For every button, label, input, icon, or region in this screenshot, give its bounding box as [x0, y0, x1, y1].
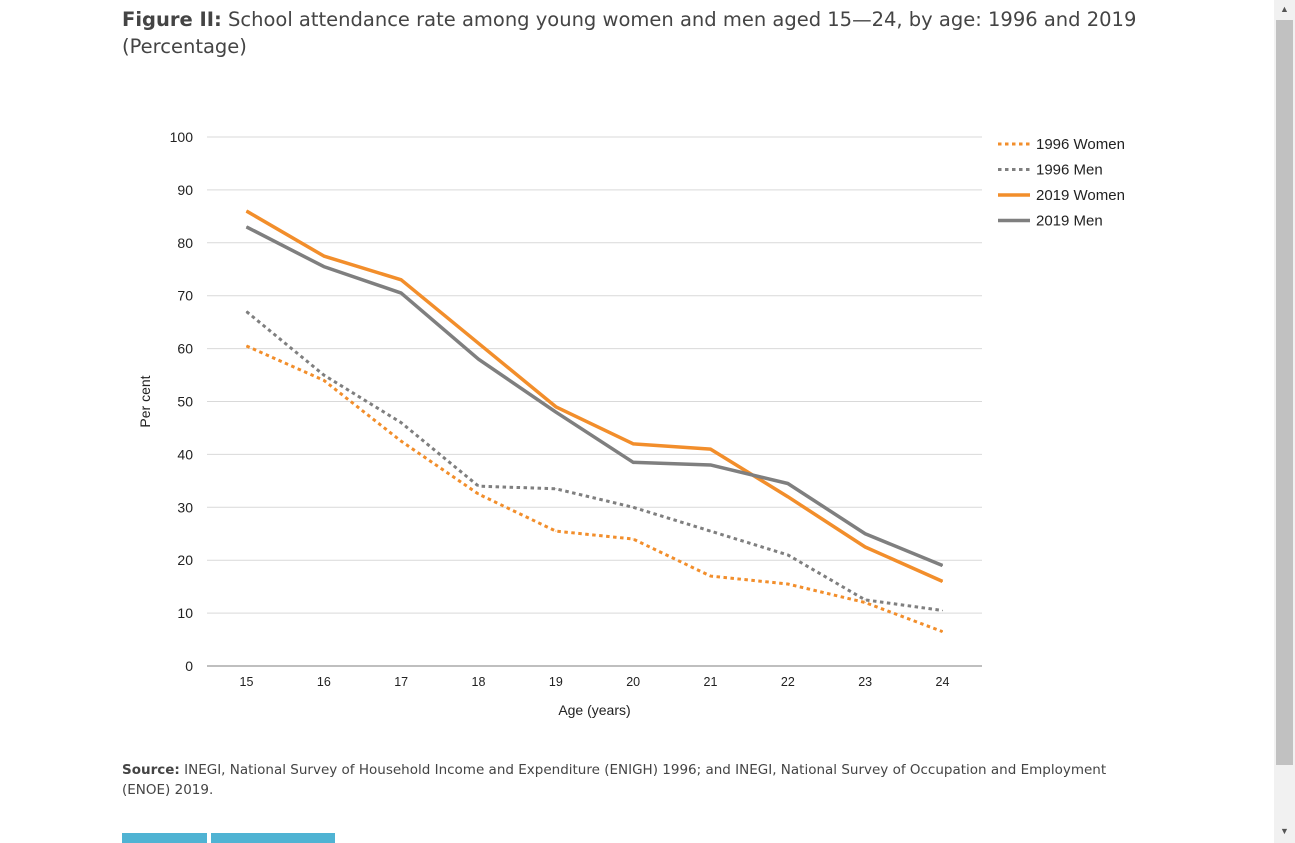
- data-point: [710, 575, 711, 577]
- data-point: [400, 292, 402, 294]
- data-point: [632, 461, 634, 463]
- data-point: [555, 488, 557, 490]
- y-tick-label: 20: [177, 552, 193, 568]
- data-point: [323, 374, 325, 376]
- data-point: [555, 530, 557, 532]
- data-point: [864, 546, 866, 548]
- x-tick-label: 16: [317, 675, 331, 689]
- data-point: [710, 530, 711, 532]
- y-tick-label: 0: [185, 658, 193, 674]
- y-tick-label: 100: [170, 129, 194, 145]
- x-tick-label: 24: [936, 675, 950, 689]
- x-tick-label: 21: [704, 675, 718, 689]
- data-point: [400, 422, 402, 424]
- x-tick-label: 18: [472, 675, 486, 689]
- data-point: [942, 564, 943, 566]
- data-point: [400, 440, 402, 442]
- y-tick-label: 30: [177, 499, 193, 515]
- legend-label: 2019 Men: [1036, 213, 1103, 230]
- series-line-1996-men: [245, 310, 943, 612]
- data-point: [555, 411, 557, 413]
- line-chart: 0 10 20 30 40 50 60 70 80 90 100 15 16 17 18 19 20 21 22 2…: [137, 129, 1125, 718]
- x-tick-label: 23: [858, 675, 872, 689]
- y-tick-label: 10: [177, 605, 193, 621]
- y-axis-label: Per cent: [137, 375, 153, 427]
- x-tick-label: 15: [240, 675, 254, 689]
- data-point: [787, 496, 789, 498]
- y-tick-label: 70: [177, 288, 193, 304]
- grid-lines: [207, 136, 982, 614]
- source-note: Source: INEGI, National Survey of Househ…: [122, 760, 1142, 800]
- action-button-1[interactable]: [122, 833, 207, 843]
- y-tick-label: 50: [177, 394, 193, 410]
- data-point: [478, 493, 479, 495]
- series-lines: [245, 209, 944, 634]
- x-tick-label: 17: [394, 675, 408, 689]
- data-point: [864, 599, 866, 601]
- series-line-2019-women: [245, 209, 944, 583]
- legend-label: 2019 Women: [1036, 187, 1125, 204]
- y-tick-label: 80: [177, 235, 193, 251]
- data-point: [478, 358, 479, 360]
- vertical-scrollbar[interactable]: ▲ ▼: [1274, 0, 1295, 843]
- y-tick-label: 90: [177, 182, 193, 198]
- legend: 1996 Women 1996 Men 2019 Women 2019 Men: [998, 136, 1125, 230]
- x-tick-label: 20: [626, 675, 640, 689]
- data-point: [710, 464, 711, 466]
- figure-title-text: School attendance rate among young women…: [122, 8, 1137, 58]
- figure-title: Figure II: School attendance rate among …: [122, 6, 1162, 60]
- data-point: [323, 255, 325, 257]
- x-tick-labels: 15 16 17 18 19 20 21 22 23 24: [240, 675, 950, 689]
- data-point: [246, 210, 247, 212]
- data-point: [478, 342, 479, 344]
- data-point: [323, 266, 325, 268]
- data-point: [246, 311, 247, 313]
- data-point: [864, 602, 866, 604]
- data-point: [942, 580, 943, 582]
- y-tick-label: 40: [177, 446, 193, 462]
- data-point: [632, 506, 634, 508]
- data-point: [246, 226, 247, 228]
- action-button-2[interactable]: [211, 833, 335, 843]
- x-tick-label: 19: [549, 675, 563, 689]
- y-tick-labels: 0 10 20 30 40 50 60 70 80 90 100: [170, 129, 194, 674]
- data-point: [787, 554, 789, 556]
- data-point: [864, 533, 866, 535]
- series-line-1996-women: [245, 344, 944, 634]
- scroll-up-icon[interactable]: ▲: [1280, 4, 1289, 14]
- legend-label: 1996 Men: [1036, 162, 1103, 179]
- legend-label: 1996 Women: [1036, 136, 1125, 153]
- data-point: [246, 345, 247, 347]
- source-lead: Source:: [122, 762, 180, 778]
- data-point: [632, 538, 634, 540]
- data-point: [555, 406, 557, 408]
- data-point: [942, 631, 943, 633]
- scroll-down-icon[interactable]: ▼: [1280, 826, 1289, 836]
- data-point: [478, 485, 479, 487]
- x-tick-label: 22: [781, 675, 795, 689]
- y-tick-label: 60: [177, 341, 193, 357]
- scrollbar-thumb[interactable]: [1276, 20, 1293, 765]
- data-point: [632, 443, 634, 445]
- data-point: [710, 448, 711, 450]
- data-point: [323, 379, 325, 381]
- data-point: [400, 279, 402, 281]
- data-point: [942, 609, 943, 611]
- source-text: INEGI, National Survey of Household Inco…: [122, 762, 1107, 798]
- figure-title-lead: Figure II:: [122, 8, 222, 31]
- series-line-2019-men: [245, 225, 944, 568]
- data-point: [787, 482, 789, 484]
- data-point: [787, 583, 789, 585]
- x-axis-label: Age (years): [558, 702, 630, 718]
